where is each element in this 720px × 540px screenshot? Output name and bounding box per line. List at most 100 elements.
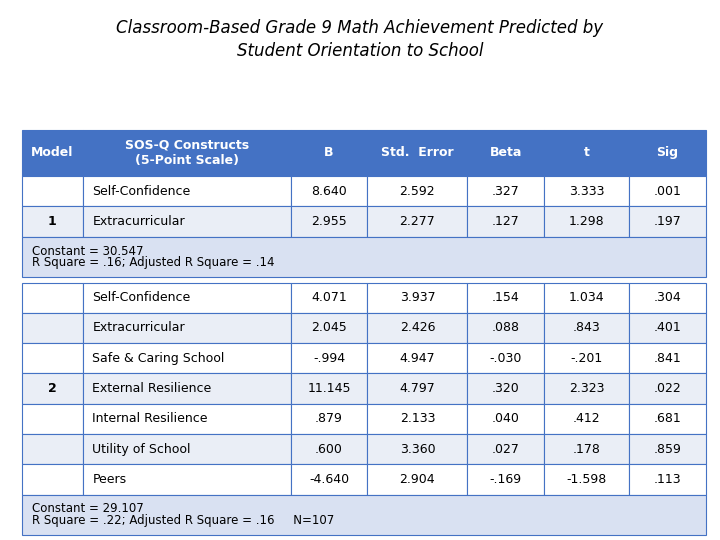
Text: .841: .841: [653, 352, 681, 365]
Bar: [544, 282, 629, 313]
Bar: [467, 404, 544, 434]
Text: -1.598: -1.598: [567, 473, 607, 486]
Text: SOS-Q Constructs
(5-Point Scale): SOS-Q Constructs (5-Point Scale): [125, 138, 249, 167]
Bar: [367, 130, 467, 176]
Text: .127: .127: [492, 215, 520, 228]
Bar: [629, 176, 706, 206]
Bar: [291, 343, 367, 373]
Text: 1: 1: [48, 215, 57, 228]
Bar: [22, 237, 706, 276]
Text: 2: 2: [48, 382, 57, 395]
Bar: [291, 206, 367, 237]
Text: .154: .154: [492, 291, 520, 304]
Text: 2.592: 2.592: [400, 185, 435, 198]
Text: 11.145: 11.145: [307, 382, 351, 395]
Bar: [629, 206, 706, 237]
Text: .843: .843: [572, 321, 600, 334]
Text: External Resilience: External Resilience: [92, 382, 212, 395]
Text: 1.034: 1.034: [569, 291, 604, 304]
Text: 3.937: 3.937: [400, 291, 435, 304]
Bar: [291, 313, 367, 343]
Bar: [83, 404, 291, 434]
Bar: [367, 343, 467, 373]
Bar: [467, 282, 544, 313]
Bar: [22, 176, 83, 206]
Bar: [83, 464, 291, 495]
Text: -.169: -.169: [490, 473, 522, 486]
Text: 2.133: 2.133: [400, 413, 435, 426]
Text: R Square = .16; Adjusted R Square = .14: R Square = .16; Adjusted R Square = .14: [32, 256, 275, 269]
Text: Self-Confidence: Self-Confidence: [92, 291, 191, 304]
Text: .197: .197: [653, 215, 681, 228]
Bar: [291, 434, 367, 464]
Text: 2.426: 2.426: [400, 321, 435, 334]
Text: 8.640: 8.640: [311, 185, 347, 198]
Text: B: B: [324, 146, 334, 159]
Text: Self-Confidence: Self-Confidence: [92, 185, 191, 198]
Bar: [83, 130, 291, 176]
Bar: [467, 434, 544, 464]
Bar: [22, 343, 83, 373]
Bar: [291, 130, 367, 176]
Bar: [291, 282, 367, 313]
Text: 3.333: 3.333: [569, 185, 604, 198]
Text: Classroom-Based Grade 9 Math Achievement Predicted by
Student Orientation to Sch: Classroom-Based Grade 9 Math Achievement…: [117, 19, 603, 60]
Bar: [367, 176, 467, 206]
Bar: [291, 176, 367, 206]
Bar: [22, 130, 83, 176]
Bar: [367, 404, 467, 434]
Text: Model: Model: [31, 146, 73, 159]
Bar: [629, 313, 706, 343]
Text: .178: .178: [572, 443, 600, 456]
Text: .859: .859: [653, 443, 681, 456]
Bar: [22, 464, 83, 495]
Text: R Square = .22; Adjusted R Square = .16     N=107: R Square = .22; Adjusted R Square = .16 …: [32, 514, 335, 526]
Bar: [467, 313, 544, 343]
Bar: [629, 434, 706, 464]
Bar: [467, 206, 544, 237]
Text: 2.277: 2.277: [400, 215, 436, 228]
Bar: [367, 434, 467, 464]
Text: 2.323: 2.323: [569, 382, 604, 395]
Text: -.030: -.030: [490, 352, 522, 365]
Bar: [467, 373, 544, 404]
Bar: [22, 495, 706, 535]
Bar: [22, 282, 83, 313]
Bar: [544, 343, 629, 373]
Text: -.201: -.201: [570, 352, 603, 365]
Text: Extracurricular: Extracurricular: [92, 321, 185, 334]
Bar: [83, 343, 291, 373]
Text: 2.955: 2.955: [311, 215, 347, 228]
Text: .327: .327: [492, 185, 520, 198]
Bar: [467, 130, 544, 176]
Bar: [22, 434, 83, 464]
Bar: [83, 434, 291, 464]
Text: Beta: Beta: [490, 146, 522, 159]
Bar: [467, 464, 544, 495]
Text: .088: .088: [492, 321, 520, 334]
Text: .304: .304: [653, 291, 681, 304]
Bar: [467, 176, 544, 206]
Text: .022: .022: [653, 382, 681, 395]
Text: t: t: [583, 146, 590, 159]
Bar: [544, 373, 629, 404]
Text: .320: .320: [492, 382, 520, 395]
Text: Constant = 29.107: Constant = 29.107: [32, 502, 144, 516]
Bar: [291, 373, 367, 404]
Text: Safe & Caring School: Safe & Caring School: [92, 352, 225, 365]
Text: .879: .879: [315, 413, 343, 426]
Text: Utility of School: Utility of School: [92, 443, 191, 456]
Text: .001: .001: [653, 185, 681, 198]
Bar: [367, 282, 467, 313]
Bar: [544, 434, 629, 464]
Bar: [544, 176, 629, 206]
Text: Peers: Peers: [92, 473, 127, 486]
Text: 3.360: 3.360: [400, 443, 435, 456]
Text: .040: .040: [492, 413, 520, 426]
Bar: [544, 313, 629, 343]
Bar: [629, 373, 706, 404]
Bar: [22, 313, 83, 343]
Text: Extracurricular: Extracurricular: [92, 215, 185, 228]
Bar: [22, 206, 83, 237]
Bar: [544, 464, 629, 495]
